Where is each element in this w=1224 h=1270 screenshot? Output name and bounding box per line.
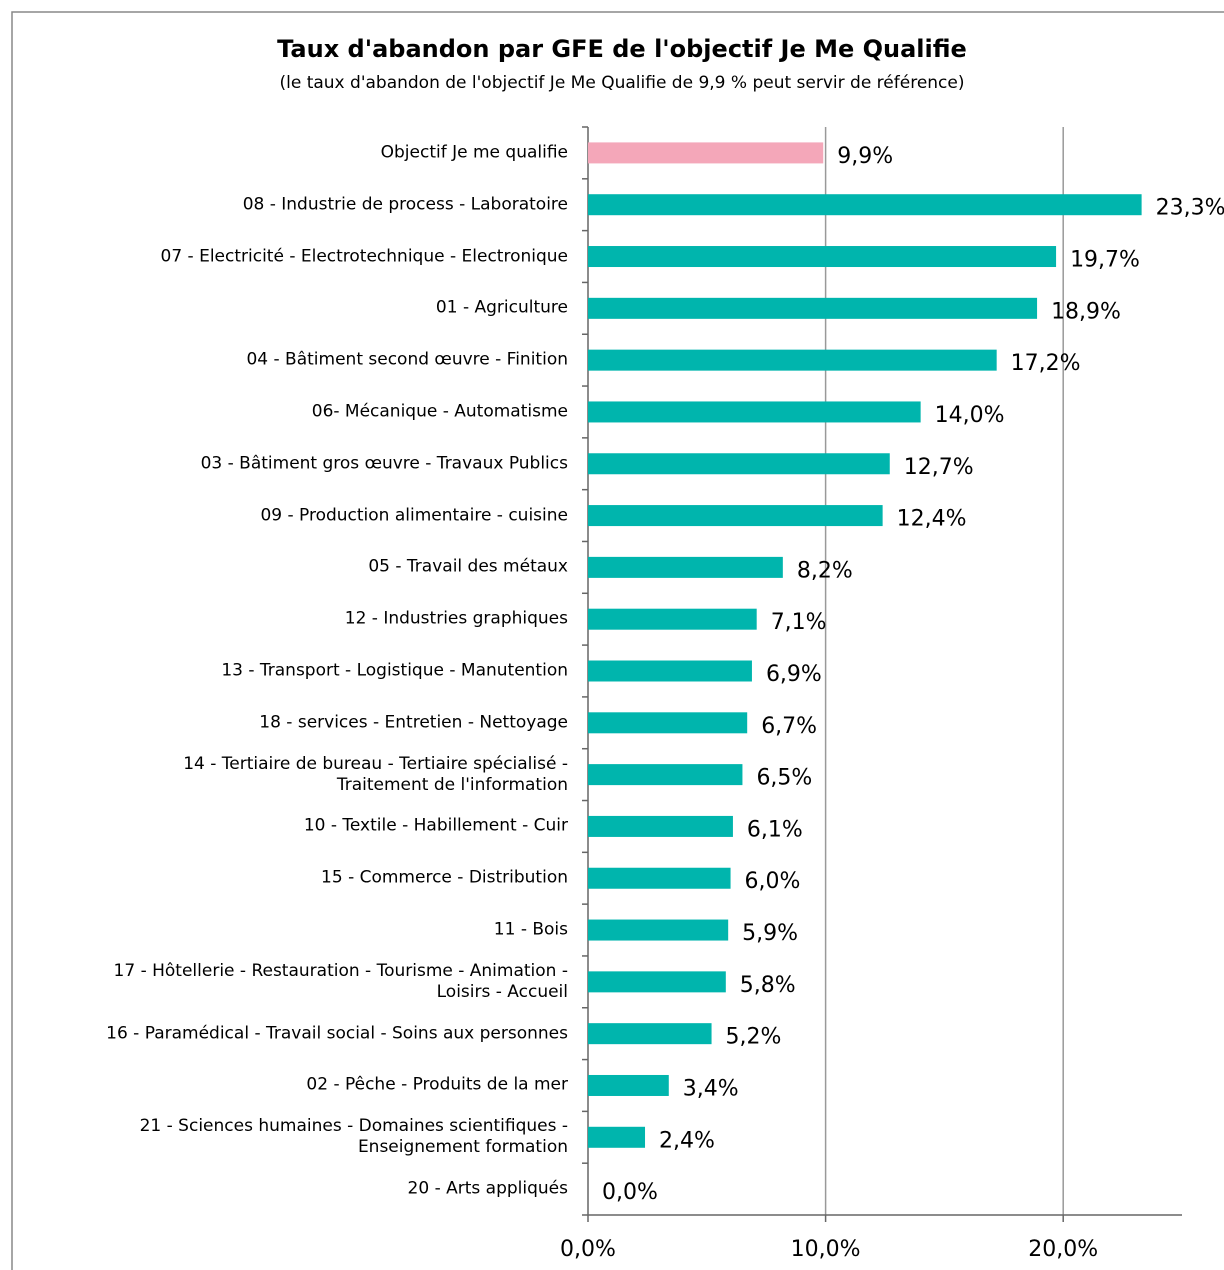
bar (588, 712, 748, 734)
bar (588, 505, 883, 527)
category-label: 16 - Paramédical - Travail social - Soin… (106, 1023, 568, 1044)
bar (588, 971, 726, 993)
value-label: 6,7% (761, 714, 817, 739)
bar (588, 194, 1142, 216)
value-label: 19,7% (1070, 248, 1140, 273)
value-label: 12,7% (904, 455, 974, 480)
value-label: 7,1% (771, 610, 827, 635)
value-label: 9,9% (837, 144, 893, 169)
bar (588, 1023, 712, 1045)
bar (588, 401, 921, 423)
value-label: 5,8% (740, 973, 796, 998)
x-tick-label: 0,0% (560, 1237, 616, 1262)
category-label: 15 - Commerce - Distribution (321, 867, 568, 888)
category-label: 04 - Bâtiment second œuvre - Finition (246, 349, 568, 370)
bar (588, 1074, 669, 1096)
value-label: 5,9% (742, 921, 798, 946)
category-label: 07 - Electricité - Electrotechnique - El… (160, 246, 569, 267)
category-label: 09 - Production alimentaire - cuisine (260, 505, 568, 526)
category-label: 10 - Textile - Habillement - Cuir (303, 815, 568, 836)
value-label: 6,5% (756, 766, 812, 791)
bar (588, 764, 743, 786)
value-label: 12,4% (897, 507, 967, 532)
bar (588, 660, 752, 682)
category-label: 11 - Bois (493, 919, 568, 940)
value-label: 17,2% (1011, 351, 1081, 376)
bar (588, 453, 890, 475)
value-label: 0,0% (602, 1180, 658, 1205)
value-label: 8,2% (797, 558, 853, 583)
bar (588, 815, 733, 837)
category-label: 05 - Travail des métaux (368, 556, 568, 577)
category-label: 13 - Transport - Logistique - Manutentio… (221, 660, 568, 681)
value-label: 18,9% (1051, 299, 1121, 324)
category-label: 12 - Industries graphiques (344, 608, 568, 629)
category-label: 20 - Arts appliqués (407, 1178, 568, 1199)
bar (588, 608, 757, 630)
bar (588, 349, 997, 371)
frame (11, 11, 1224, 1270)
x-tick-label: 20,0% (1028, 1237, 1098, 1262)
bar (588, 246, 1057, 268)
category-label: 17 - Hôtellerie - Restauration - Tourism… (113, 960, 568, 1002)
value-label: 14,0% (935, 403, 1005, 428)
bar (588, 556, 783, 578)
bar (588, 867, 731, 889)
category-label: 08 - Industrie de process - Laboratoire (242, 194, 568, 215)
category-label: 06- Mécanique - Automatisme (311, 401, 568, 422)
bar (588, 1126, 646, 1148)
chart-subtitle: (le taux d'abandon de l'objectif Je Me Q… (279, 73, 964, 93)
chart-title: Taux d'abandon par GFE de l'objectif Je … (277, 35, 967, 63)
value-label: 6,0% (745, 869, 801, 894)
category-label: 03 - Bâtiment gros œuvre - Travaux Publi… (200, 453, 568, 474)
category-label: Objectif Je me qualifie (380, 142, 568, 163)
category-label: 18 - services - Entretien - Nettoyage (259, 712, 568, 733)
value-label: 6,9% (766, 662, 822, 687)
category-label: 14 - Tertiaire de bureau - Tertiaire spé… (183, 753, 568, 795)
x-tick-label: 10,0% (791, 1237, 861, 1262)
value-label: 6,1% (747, 817, 803, 842)
category-label: 21 - Sciences humaines - Domaines scient… (139, 1116, 568, 1158)
category-label: 01 - Agriculture (435, 297, 568, 318)
bar (588, 297, 1038, 319)
value-label: 3,4% (683, 1076, 739, 1101)
value-label: 23,3% (1156, 196, 1224, 221)
bar (588, 919, 729, 941)
category-label: 02 - Pêche - Produits de la mer (306, 1074, 568, 1095)
bar (588, 142, 824, 164)
value-label: 2,4% (659, 1128, 715, 1153)
value-label: 5,2% (726, 1025, 782, 1050)
